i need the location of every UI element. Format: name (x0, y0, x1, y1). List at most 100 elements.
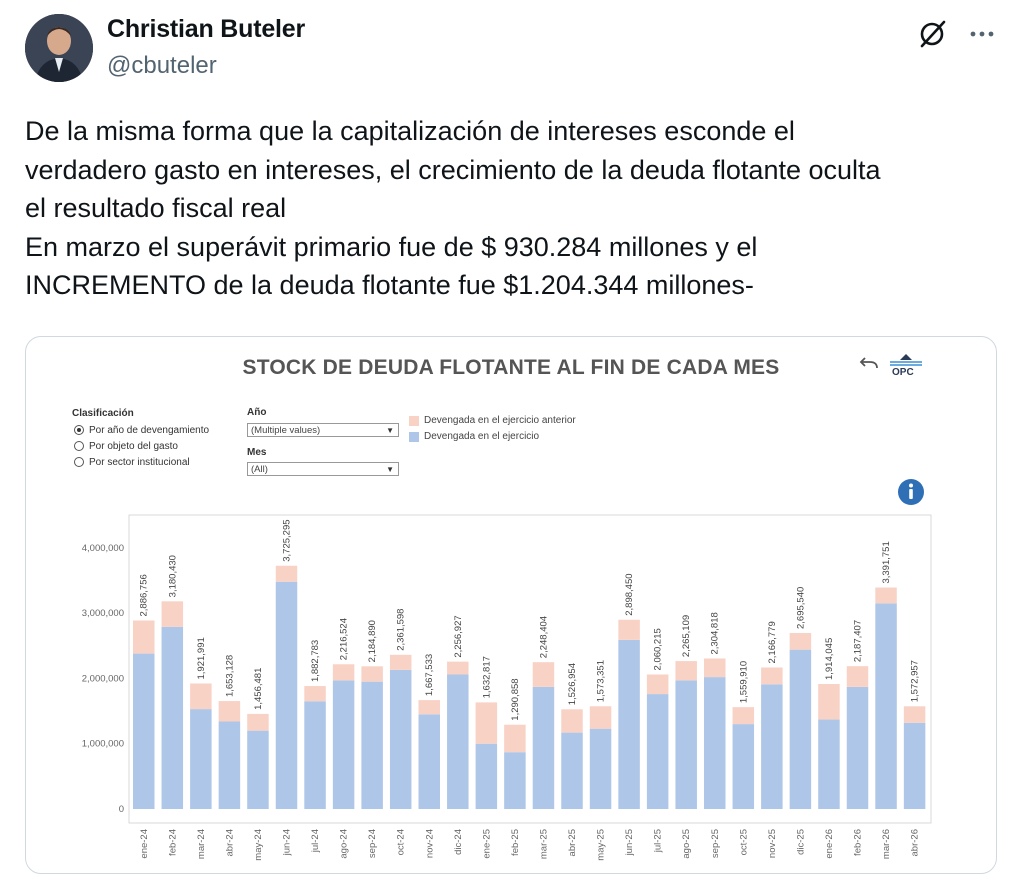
radio-option-ano-devengamiento[interactable]: Por año de devengamiento (74, 423, 209, 437)
bar-current[interactable] (247, 730, 269, 809)
bar-current[interactable] (846, 686, 869, 809)
anio-select[interactable]: (Multiple values) ▼ (247, 423, 399, 437)
more-icon[interactable] (965, 17, 999, 51)
bar-prior[interactable] (561, 709, 583, 733)
bar-prior[interactable] (361, 666, 383, 682)
total-value-label: 1,882,783 (310, 640, 321, 682)
bar-prior[interactable] (133, 620, 155, 654)
bar-current[interactable] (332, 680, 355, 809)
bar-current[interactable] (646, 694, 669, 809)
legend-label: Devengada en el ejercicio (424, 431, 540, 442)
value-labels-group: 2,886,756 3,180,430 1,921,991 1,653,128 1,45… (139, 519, 921, 720)
total-value-label: 2,304,818 (710, 612, 721, 654)
bar-current[interactable] (504, 752, 526, 809)
bar-prior[interactable] (618, 619, 640, 640)
bar-prior[interactable] (818, 684, 840, 720)
bar-prior[interactable] (646, 674, 669, 695)
grok-icon[interactable] (915, 17, 949, 51)
avatar[interactable] (25, 14, 93, 82)
dropdown-arrow-icon: ▼ (386, 426, 394, 435)
bar-prior[interactable] (418, 700, 441, 715)
bar-current[interactable] (218, 721, 241, 809)
bar-current[interactable] (818, 719, 840, 809)
x-tick-label: nov-25 (767, 829, 778, 858)
opc-logo-icon (890, 354, 922, 366)
bar-prior[interactable] (389, 654, 412, 670)
y-tick-label: 2,000,000 (82, 673, 124, 684)
bar-prior[interactable] (789, 632, 812, 650)
bar-current[interactable] (532, 686, 555, 809)
bar-current[interactable] (675, 680, 697, 809)
bar-current[interactable] (418, 714, 441, 809)
bar-current[interactable] (789, 649, 812, 809)
total-value-label: 3,725,295 (282, 519, 293, 561)
bar-prior[interactable] (247, 713, 269, 731)
bar-prior[interactable] (161, 601, 184, 627)
bar-current[interactable] (475, 743, 498, 809)
bar-current[interactable] (133, 653, 155, 809)
bar-prior[interactable] (761, 667, 783, 685)
bar-prior[interactable] (475, 702, 498, 744)
bar-prior[interactable] (532, 662, 555, 687)
tweet-text-line: De la misma forma que la capitalización … (25, 116, 795, 146)
bar-current[interactable] (275, 581, 298, 809)
total-value-label: 2,187,407 (853, 620, 864, 662)
bar-current[interactable] (447, 674, 469, 809)
x-tick-label: abr-26 (910, 829, 921, 856)
bar-current[interactable] (903, 722, 926, 809)
bar-prior[interactable] (704, 658, 726, 678)
bar-current[interactable] (732, 724, 755, 809)
bar-prior[interactable] (675, 661, 697, 681)
bar-current[interactable] (761, 684, 783, 809)
tweet-text-line: En marzo el superávit primario fue de $ … (25, 231, 758, 262)
bar-current[interactable] (618, 639, 640, 809)
y-tick-label: 3,000,000 (82, 608, 124, 619)
bar-prior[interactable] (732, 707, 755, 725)
bar-prior[interactable] (447, 661, 469, 675)
bar-current[interactable] (561, 732, 583, 809)
radio-checked-icon[interactable] (74, 425, 84, 435)
bar-prior[interactable] (332, 664, 355, 681)
radio-unchecked-icon[interactable] (74, 441, 84, 451)
bar-current[interactable] (389, 669, 412, 809)
radio-unchecked-icon[interactable] (74, 457, 84, 467)
dashboard-title: STOCK DE DEUDA FLOTANTE AL FIN DE CADA M… (242, 356, 780, 379)
bar-current[interactable] (589, 728, 612, 809)
bar-prior[interactable] (504, 724, 526, 753)
back-arrow-icon[interactable] (858, 356, 880, 374)
author-name[interactable]: Christian Buteler (107, 15, 306, 43)
bar-current[interactable] (704, 677, 726, 809)
x-tick-label: sep-24 (367, 829, 378, 858)
bar-prior[interactable] (589, 706, 612, 729)
bar-prior[interactable] (218, 701, 241, 722)
bar-current[interactable] (161, 626, 184, 809)
bar-prior[interactable] (275, 565, 298, 582)
bar-prior[interactable] (903, 706, 926, 723)
bar-prior[interactable] (846, 666, 869, 687)
x-tick-label: ene-26 (824, 829, 835, 859)
bar-current[interactable] (361, 681, 383, 809)
x-tick-label: ene-24 (139, 829, 150, 859)
radio-label: Por objeto del gasto (89, 440, 178, 452)
radio-option-sector-institucional[interactable]: Por sector institucional (74, 455, 190, 469)
opc-logo: OPC (886, 351, 926, 381)
bar-prior[interactable] (875, 587, 897, 604)
bar-current[interactable] (190, 709, 212, 809)
media-card[interactable]: STOCK DE DEUDA FLOTANTE AL FIN DE CADA M… (25, 336, 997, 874)
bars-group (133, 565, 926, 809)
x-tick-label: jul-25 (653, 829, 664, 853)
total-value-label: 2,256,927 (453, 615, 464, 657)
mes-select[interactable]: (All) ▼ (247, 462, 399, 476)
info-icon[interactable] (896, 477, 926, 507)
x-tick-label: mar-26 (881, 829, 892, 859)
total-value-label: 1,456,481 (253, 668, 264, 710)
author-handle[interactable]: @cbuteler (107, 52, 217, 79)
radio-option-objeto-gasto[interactable]: Por objeto del gasto (74, 439, 178, 453)
bar-current[interactable] (875, 603, 897, 809)
bar-prior[interactable] (190, 683, 212, 710)
bar-chart: 0 1,000,000 2,000,000 3,000,000 4,000,000 2,… (82, 514, 932, 861)
x-tick-label: jun-24 (282, 829, 293, 856)
anio-label: Año (247, 407, 267, 418)
bar-current[interactable] (304, 701, 326, 809)
bar-prior[interactable] (304, 686, 326, 702)
